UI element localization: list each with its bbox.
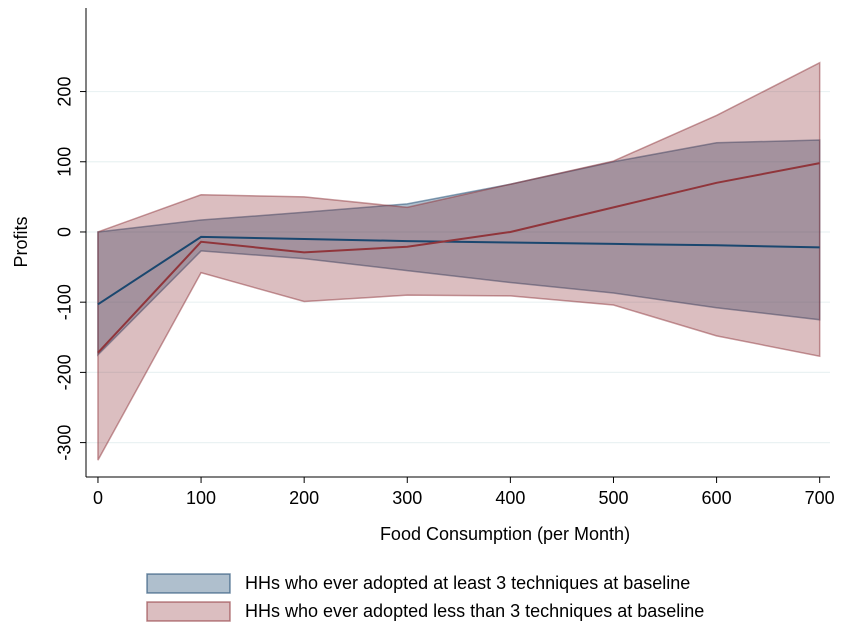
series-line [97, 162, 820, 354]
y-tick-label: 0 [55, 227, 75, 237]
y-tick-label: -300 [55, 425, 75, 461]
bands [97, 61, 821, 461]
y-tick-label: -200 [55, 354, 75, 390]
lines [97, 162, 820, 354]
y-axis-label: Profits [11, 216, 31, 267]
x-tick-label: 700 [805, 488, 835, 508]
y-tick-label: 100 [55, 147, 75, 177]
legend-label: HHs who ever adopted at least 3 techniqu… [245, 573, 690, 593]
axes: -300 -200 -100 0 100 200 0 100 200 300 400 500 600 70… [55, 8, 835, 508]
x-tick-label: 500 [598, 488, 628, 508]
x-tick-label: 0 [93, 488, 103, 508]
x-axis-label: Food Consumption (per Month) [380, 524, 630, 544]
y-tick-label: -100 [55, 284, 75, 320]
legend: HHs who ever adopted at least 3 techniqu… [146, 573, 704, 622]
legend-swatch [146, 601, 231, 622]
x-tick-label: 300 [392, 488, 422, 508]
x-tick-label: 600 [702, 488, 732, 508]
confidence-band [97, 61, 821, 461]
y-tick-label: 200 [55, 77, 75, 107]
x-tick-label: 200 [289, 488, 319, 508]
series-line [97, 235, 820, 306]
grid [86, 90, 830, 444]
x-tick-label: 400 [495, 488, 525, 508]
x-tick-label: 100 [186, 488, 216, 508]
legend-label: HHs who ever adopted less than 3 techniq… [245, 601, 704, 621]
legend-swatch [146, 573, 231, 594]
